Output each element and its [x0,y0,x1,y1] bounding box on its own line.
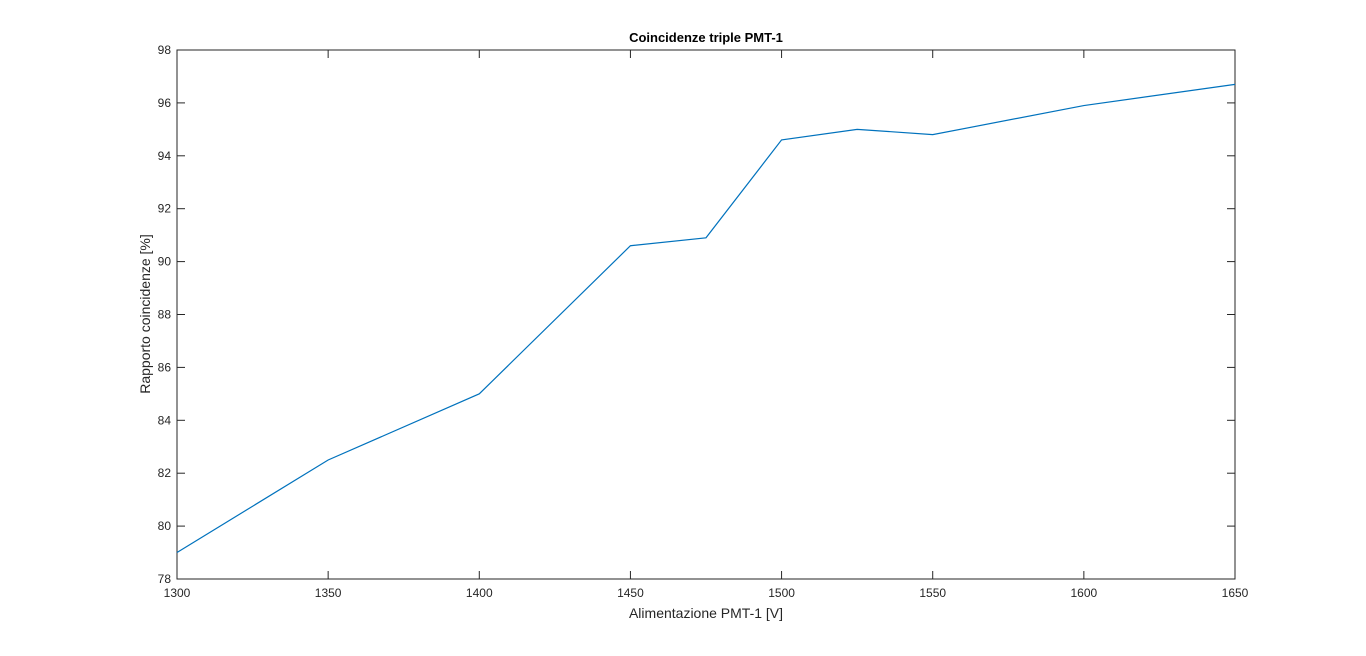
y-tick-label: 78 [158,572,172,586]
x-tick-label: 1500 [768,586,795,600]
y-tick-label: 94 [158,149,172,163]
x-tick-label: 1450 [617,586,644,600]
y-tick-label: 86 [158,360,172,374]
chart-title: Coincidenze triple PMT-1 [629,30,783,45]
y-tick-label: 90 [158,255,172,269]
x-tick-label: 1650 [1222,586,1249,600]
y-tick-label: 88 [158,308,172,322]
y-tick-label: 84 [158,413,172,427]
x-axis-label: Alimentazione PMT-1 [V] [629,605,783,621]
x-tick-label: 1300 [164,586,191,600]
x-tick-label: 1350 [315,586,342,600]
y-tick-label: 96 [158,96,172,110]
y-axis-label: Rapporto coincidenze [%] [137,234,153,394]
y-tick-label: 80 [158,519,172,533]
x-tick-label: 1400 [466,586,493,600]
x-tick-label: 1550 [919,586,946,600]
y-tick-label: 82 [158,466,172,480]
x-tick-label: 1600 [1071,586,1098,600]
y-tick-label: 98 [158,43,172,57]
y-tick-label: 92 [158,202,172,216]
plot-box [177,50,1235,579]
